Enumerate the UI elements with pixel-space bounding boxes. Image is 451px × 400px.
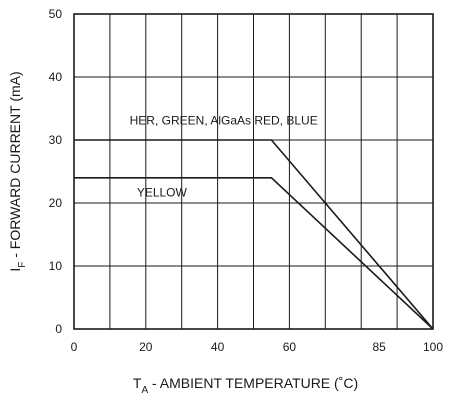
series-label-2: YELLOW xyxy=(137,186,188,200)
axis-subscript: A xyxy=(141,385,148,396)
y-axis-title: IF - FORWARD CURRENT (mA) xyxy=(7,71,28,271)
axis-text: - AMBIENT TEMPERATURE (˚C) xyxy=(148,375,358,391)
x-tick-label: 85 xyxy=(372,340,386,354)
x-tick-label: 20 xyxy=(139,340,153,354)
series-lines xyxy=(74,139,434,330)
x-tick-label: 0 xyxy=(71,340,78,354)
y-tick-label: 0 xyxy=(55,322,62,336)
axis-subscript: F xyxy=(17,262,28,268)
series-line-1 xyxy=(74,139,434,330)
plot-frame xyxy=(73,13,434,330)
axis-symbol: I xyxy=(7,268,23,272)
y-tick-label: 10 xyxy=(49,259,63,273)
axis-symbol: T xyxy=(133,375,142,391)
axis-text: - FORWARD CURRENT (mA) xyxy=(7,71,23,261)
x-tick-label: 100 xyxy=(423,340,443,354)
y-tick-labels: 0 10 20 30 40 50 xyxy=(49,7,63,336)
series-label-1: HER, GREEN, AlGaAs RED, BLUE xyxy=(130,113,318,127)
series-labels: HER, GREEN, AlGaAs RED, BLUE YELLOW xyxy=(130,113,318,199)
x-tick-label: 40 xyxy=(211,340,225,354)
grid-lines xyxy=(73,13,434,330)
x-tick-labels: 0 20 40 60 85 100 xyxy=(71,340,444,354)
y-tick-label: 30 xyxy=(49,133,63,147)
series-line-2 xyxy=(74,177,434,330)
x-axis-title: TA - AMBIENT TEMPERATURE (˚C) xyxy=(133,375,358,396)
y-tick-label: 20 xyxy=(49,196,63,210)
y-tick-label: 50 xyxy=(49,7,63,21)
x-tick-label: 60 xyxy=(283,340,297,354)
y-tick-label: 40 xyxy=(49,70,63,84)
